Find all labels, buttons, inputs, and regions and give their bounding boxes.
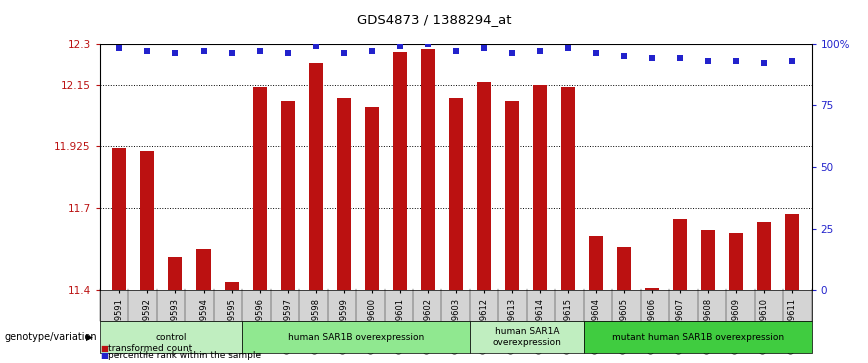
Bar bbox=[504, 101, 519, 290]
Text: human SAR1B overexpression: human SAR1B overexpression bbox=[288, 333, 424, 342]
Bar bbox=[673, 219, 687, 290]
Bar bbox=[617, 246, 631, 290]
Bar bbox=[449, 98, 463, 290]
Text: ▶: ▶ bbox=[86, 333, 93, 342]
Text: transformed count: transformed count bbox=[108, 344, 193, 353]
Bar bbox=[589, 236, 602, 290]
Bar bbox=[309, 63, 323, 290]
Bar bbox=[365, 107, 378, 290]
Text: percentile rank within the sample: percentile rank within the sample bbox=[108, 351, 261, 360]
Bar bbox=[645, 287, 659, 290]
Text: human SAR1A
overexpression: human SAR1A overexpression bbox=[492, 327, 562, 347]
Bar bbox=[392, 52, 407, 290]
Text: control: control bbox=[155, 333, 187, 342]
Bar bbox=[729, 233, 743, 290]
Text: ■: ■ bbox=[100, 344, 108, 353]
Bar bbox=[280, 101, 294, 290]
Bar bbox=[421, 49, 435, 290]
Bar bbox=[477, 82, 490, 290]
Bar bbox=[168, 257, 182, 290]
Bar bbox=[757, 222, 771, 290]
Bar bbox=[533, 85, 547, 290]
Bar bbox=[141, 151, 155, 290]
Bar bbox=[785, 213, 799, 290]
Bar bbox=[561, 87, 575, 290]
Text: ■: ■ bbox=[100, 351, 108, 360]
Bar bbox=[196, 249, 211, 290]
Bar bbox=[700, 230, 715, 290]
Text: GDS4873 / 1388294_at: GDS4873 / 1388294_at bbox=[357, 13, 511, 26]
Bar bbox=[225, 282, 239, 290]
Bar bbox=[113, 148, 127, 290]
Text: mutant human SAR1B overexpression: mutant human SAR1B overexpression bbox=[612, 333, 784, 342]
Bar bbox=[253, 87, 266, 290]
Text: genotype/variation: genotype/variation bbox=[4, 332, 97, 342]
Bar bbox=[337, 98, 351, 290]
